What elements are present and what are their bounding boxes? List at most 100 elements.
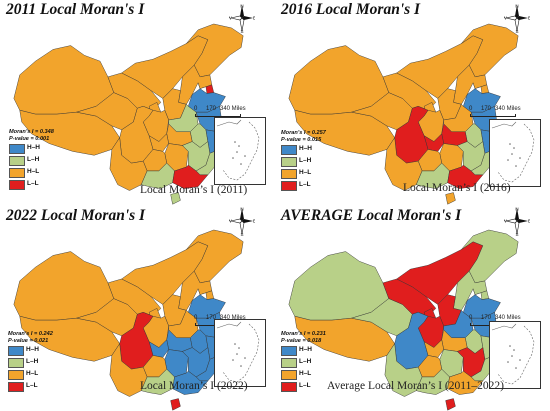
legend-item-hh: H–H — [9, 144, 54, 154]
legend-swatch — [9, 180, 25, 190]
legend-label: H–L — [27, 168, 40, 175]
legend-swatch — [281, 346, 297, 356]
legend-item-ll: L–L — [281, 382, 326, 392]
scale-label: 170 — [481, 106, 492, 112]
south-china-sea-inset — [489, 119, 541, 187]
legend-label: L–H — [299, 358, 312, 365]
compass-e-label: E — [528, 16, 530, 21]
legend-swatch — [9, 156, 25, 166]
legend-item-ll: L–L — [9, 180, 54, 190]
map-legend: Moran’s I = 0.257 P-value = 0.015 H–H L–H… — [281, 130, 326, 191]
legend-label: H–L — [299, 169, 312, 176]
compass-n-label: N — [240, 207, 243, 212]
scale-label: 170 — [206, 106, 217, 112]
north-arrow-icon: N S W E — [229, 4, 255, 34]
legend-swatch — [8, 370, 24, 380]
scale-label: 340 Miles — [220, 106, 246, 112]
region-hainan — [170, 192, 181, 205]
legend-swatch — [8, 346, 24, 356]
p-value: P-value = 0.018 — [281, 337, 322, 344]
scale-label: 340 Miles — [495, 106, 521, 112]
legend-item-lh: L–H — [9, 156, 54, 166]
map-panel-4: AVERAGE Local Moran's I N S W E 0 170 340 Mil… — [275, 206, 550, 411]
compass-e-label: E — [253, 16, 255, 21]
legend-label: H–L — [26, 370, 39, 377]
legend-swatch — [281, 169, 297, 179]
panel-caption: Local Moran’s I (2022) — [140, 380, 248, 392]
morans-i-value: Moran’s I = 0.242 — [8, 331, 53, 337]
legend-item-hl: H–L — [281, 370, 326, 380]
legend-item-hl: H–L — [9, 168, 54, 178]
compass-e-label: E — [253, 219, 255, 224]
south-china-sea-inset — [489, 321, 541, 389]
compass-s-label: S — [515, 232, 518, 236]
morans-i-value: Moran’s I = 0.231 — [281, 331, 326, 337]
compass-w-label: W — [229, 16, 232, 21]
north-arrow-icon: N S W E — [504, 4, 530, 34]
legend-swatch — [8, 358, 24, 368]
panel-title: 2016 Local Moran's I — [281, 1, 421, 18]
legend-swatch — [281, 382, 297, 392]
panel-caption: Local Moran’s I (2011) — [140, 184, 248, 196]
compass-n-label: N — [515, 4, 518, 9]
scale-label: 0 — [469, 106, 473, 112]
panel-caption: Average Local Moran’s I (2011–2022) — [327, 380, 504, 392]
legend-item-hl: H–L — [8, 370, 53, 380]
legend-label: L–H — [26, 358, 39, 365]
compass-n-label: N — [240, 4, 243, 9]
legend-label: H–H — [299, 346, 313, 353]
map-legend: Moran’s I = 0.242 P-value = 0.021 H–H L–H… — [8, 331, 53, 392]
legend-label: L–H — [299, 157, 312, 164]
legend-item-lh: L–H — [8, 358, 53, 368]
legend-label: H–H — [299, 145, 313, 152]
region-xinjiang — [13, 251, 115, 321]
compass-e-label: E — [528, 219, 530, 224]
region-xinjiang — [288, 45, 390, 115]
panel-caption: Local Moran’s I (2016) — [403, 182, 511, 194]
panel-title: 2011 Local Moran's I — [6, 1, 145, 18]
north-arrow-icon: N S W E — [229, 207, 255, 237]
region-guangdong — [447, 370, 484, 395]
region-xinjiang — [288, 251, 390, 321]
legend-label: H–H — [26, 346, 40, 353]
p-value: P-value = 0.021 — [8, 337, 49, 344]
compass-w-label: W — [504, 16, 507, 21]
region-guangdong — [447, 164, 484, 189]
scale-label: 170 — [481, 315, 492, 321]
scale-label: 340 Miles — [220, 315, 246, 321]
region-guangdong — [172, 164, 209, 189]
legend-label: H–H — [27, 144, 41, 151]
compass-s-label: S — [515, 29, 518, 33]
scale-label: 0 — [469, 315, 473, 321]
scale-label: 340 Miles — [495, 315, 521, 321]
china-map — [288, 23, 519, 205]
legend-swatch — [8, 382, 24, 392]
region-hainan — [170, 398, 181, 411]
legend-item-ll: L–L — [8, 382, 53, 392]
legend-label: H–L — [299, 370, 312, 377]
china-map — [13, 23, 244, 205]
compass-s-label: S — [240, 232, 243, 236]
region-northeast — [186, 23, 244, 78]
scale-label: 0 — [194, 315, 198, 321]
p-value: P-value = 0.015 — [281, 136, 322, 143]
region-guangdong — [172, 370, 209, 395]
legend-label: L–L — [299, 382, 311, 389]
china-map — [288, 229, 519, 411]
map-legend: Moran’s I = 0.348 P-value = 0.001 H–H L–H… — [9, 129, 54, 190]
scale-label: 170 — [206, 315, 217, 321]
south-china-sea-inset — [214, 319, 266, 387]
compass-s-label: S — [240, 29, 243, 33]
morans-i-value: Moran’s I = 0.348 — [9, 129, 54, 135]
morans-i-value: Moran’s I = 0.257 — [281, 130, 326, 136]
legend-item-hl: H–L — [281, 169, 326, 179]
legend-item-hh: H–H — [8, 346, 53, 356]
region-hainan — [445, 192, 456, 205]
legend-swatch — [281, 157, 297, 167]
south-china-sea-inset — [214, 117, 266, 185]
panel-title: AVERAGE Local Moran's I — [281, 207, 462, 224]
region-hainan — [445, 398, 456, 411]
legend-label: L–L — [26, 382, 38, 389]
